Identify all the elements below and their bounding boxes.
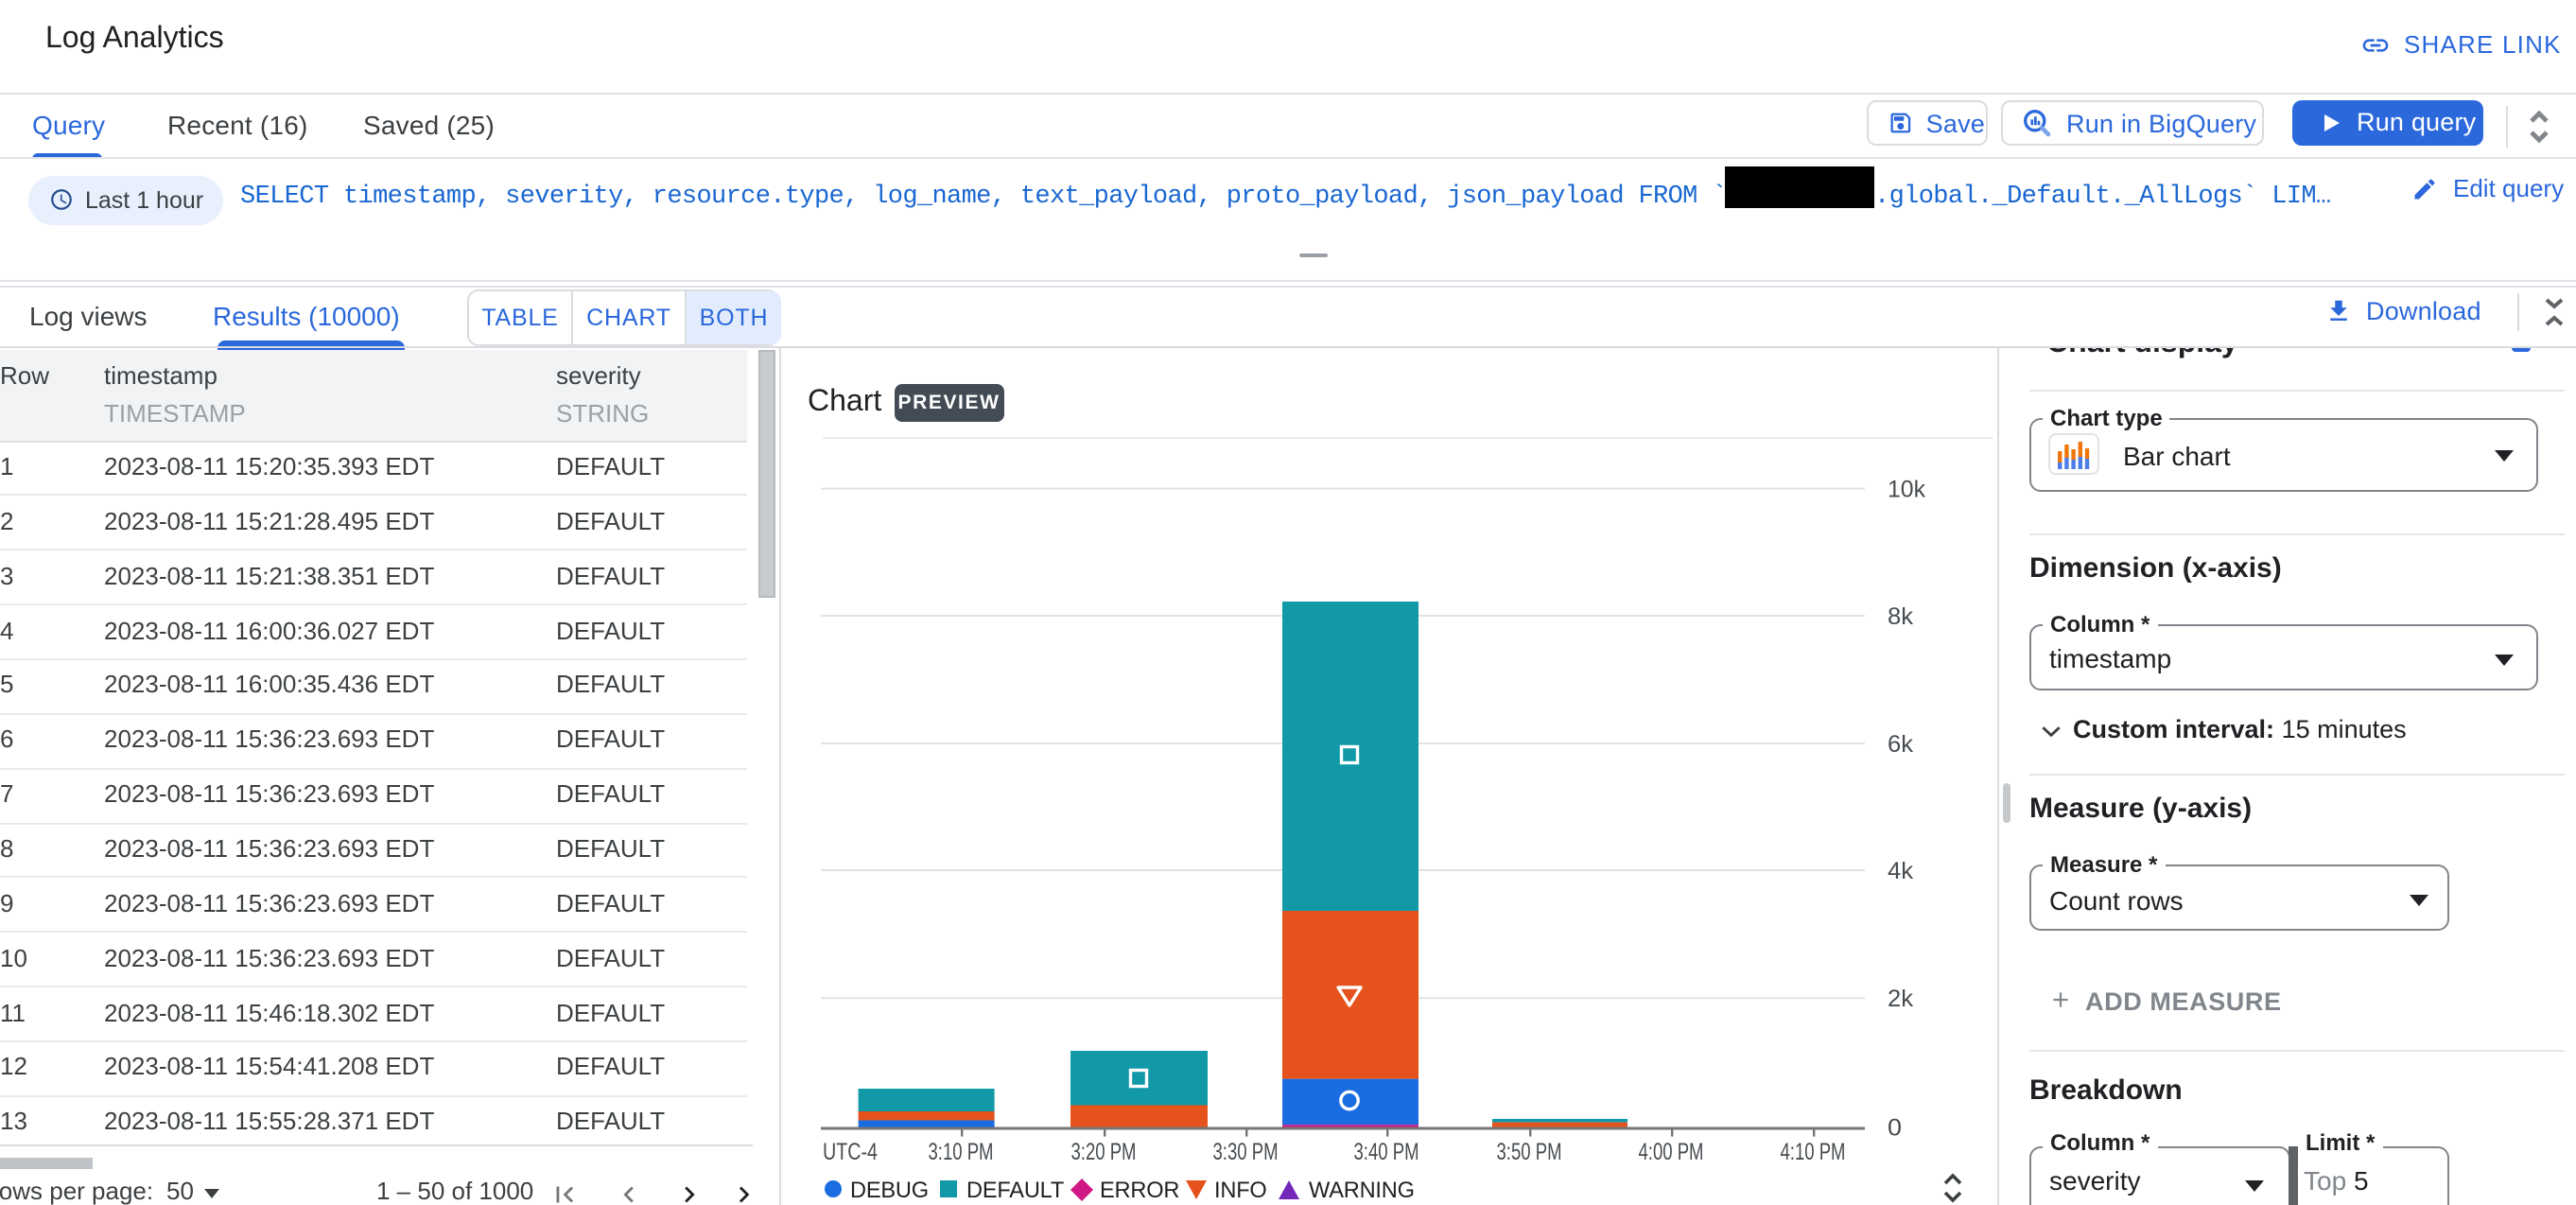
svg-text:4:10 PM: 4:10 PM xyxy=(1781,1139,1846,1165)
svg-text:2k: 2k xyxy=(1888,986,1914,1012)
svg-text:4k: 4k xyxy=(1888,858,1914,884)
svg-text:3:40 PM: 3:40 PM xyxy=(1354,1139,1419,1165)
svg-text:0: 0 xyxy=(1888,1114,1902,1141)
svg-text:8k: 8k xyxy=(1888,603,1914,630)
svg-text:6k: 6k xyxy=(1888,731,1914,758)
svg-text:UTC-4: UTC-4 xyxy=(823,1139,878,1165)
svg-text:3:50 PM: 3:50 PM xyxy=(1497,1139,1562,1165)
svg-text:3:30 PM: 3:30 PM xyxy=(1213,1139,1279,1165)
svg-text:3:20 PM: 3:20 PM xyxy=(1071,1139,1137,1165)
svg-text:3:10 PM: 3:10 PM xyxy=(929,1139,994,1165)
svg-text:10k: 10k xyxy=(1888,477,1925,503)
svg-text:4:00 PM: 4:00 PM xyxy=(1639,1139,1704,1165)
